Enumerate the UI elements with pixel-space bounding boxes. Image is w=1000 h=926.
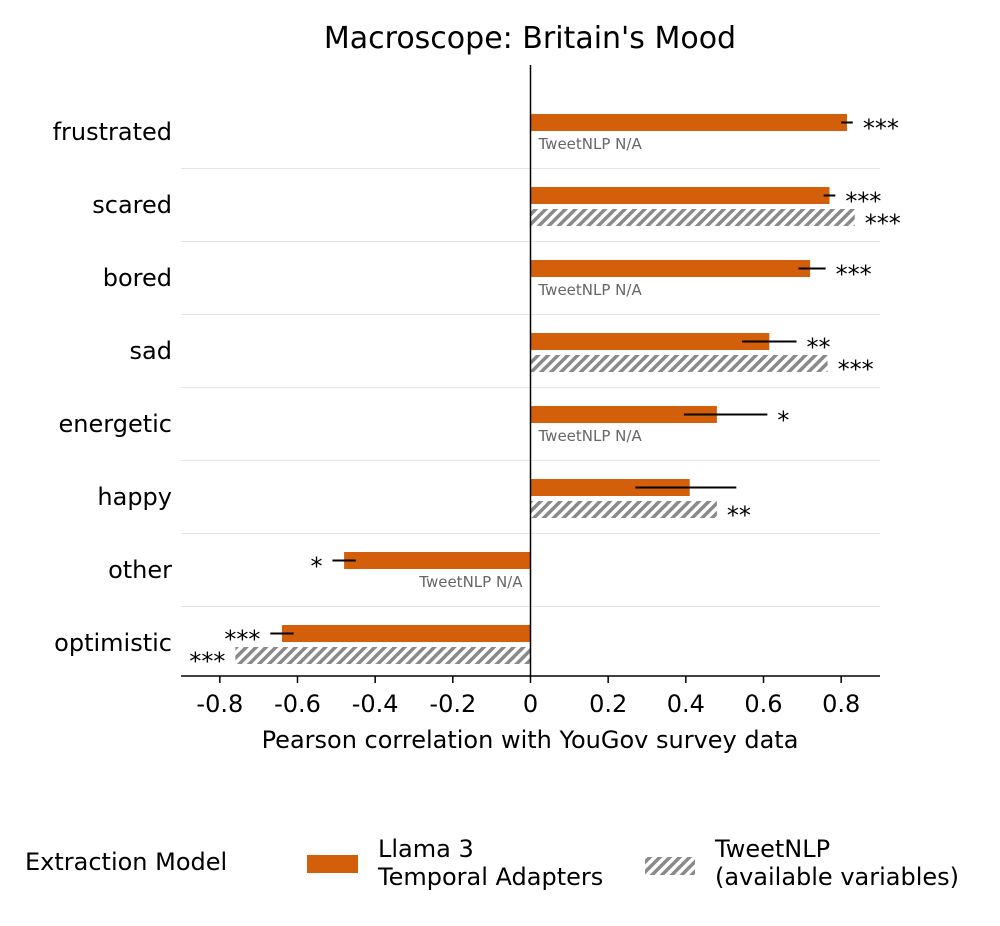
x-tick-label: 0.6 — [744, 690, 782, 718]
legend-entry-llama-line2: Temporal Adapters — [377, 863, 603, 891]
category-label-energetic: energetic — [59, 410, 172, 438]
category-label-optimistic: optimistic — [54, 629, 172, 657]
legend-entry-llama-line1: Llama 3 — [378, 835, 474, 863]
bar-tweetnlp-sad — [530, 355, 828, 372]
x-tick-label: 0.4 — [667, 690, 705, 718]
legend-swatch-tweetnlp — [645, 857, 695, 875]
category-label-frustrated: frustrated — [53, 118, 172, 146]
sig-llama-bored: *** — [836, 261, 872, 289]
na-label-energetic: TweetNLP N/A — [538, 427, 643, 445]
bar-llama-other — [344, 552, 531, 569]
na-label-other: TweetNLP N/A — [418, 573, 523, 591]
sig-tweetnlp-optimistic: *** — [189, 648, 225, 676]
bar-llama-happy — [530, 479, 690, 496]
bar-tweetnlp-optimistic — [235, 647, 531, 664]
x-tick-label: -0.2 — [429, 690, 476, 718]
bars-layer: ***TweetNLP N/A*********TweetNLP N/A****… — [189, 114, 901, 676]
x-tick-label: 0.8 — [822, 690, 860, 718]
axes-layer: frustrated scared bored sad energetic happy ot… — [53, 65, 880, 718]
sig-tweetnlp-scared: *** — [865, 210, 901, 238]
sig-tweetnlp-sad: *** — [838, 356, 874, 384]
bar-llama-sad — [530, 333, 770, 350]
category-label-sad: sad — [130, 337, 172, 365]
sig-llama-frustrated: *** — [863, 115, 899, 143]
bar-tweetnlp-scared — [530, 209, 855, 226]
category-label-other: other — [108, 556, 172, 584]
legend-entry-tweetnlp-line2: (available variables) — [715, 863, 959, 891]
legend-swatch-llama — [307, 855, 358, 873]
bar-llama-energetic — [530, 406, 717, 423]
sig-tweetnlp-happy: ** — [727, 502, 751, 530]
bar-llama-bored — [530, 260, 811, 277]
bar-llama-frustrated — [530, 114, 847, 131]
category-label-scared: scared — [92, 191, 172, 219]
bar-llama-optimistic — [281, 625, 531, 642]
x-tick-label: -0.4 — [352, 690, 399, 718]
legend-entry-tweetnlp-line1: TweetNLP — [714, 835, 830, 863]
x-tick-label: 0 — [523, 690, 538, 718]
category-label-bored: bored — [103, 264, 172, 292]
x-axis-label: Pearson correlation with YouGov survey d… — [262, 726, 799, 754]
x-tick-label: 0.2 — [589, 690, 627, 718]
sig-llama-other: * — [310, 553, 322, 581]
na-label-frustrated: TweetNLP N/A — [538, 135, 643, 153]
category-label-happy: happy — [97, 483, 172, 511]
bar-tweetnlp-happy — [530, 501, 717, 518]
chart-title: Macroscope: Britain's Mood — [324, 21, 736, 56]
x-tick-label: -0.8 — [196, 690, 243, 718]
sig-llama-energetic: * — [777, 407, 789, 435]
x-tick-label: -0.6 — [274, 690, 321, 718]
na-label-bored: TweetNLP N/A — [538, 281, 643, 299]
legend-title: Extraction Model — [25, 848, 227, 876]
bar-llama-scared — [530, 187, 830, 204]
legend: Extraction Model Llama 3 Temporal Adapte… — [25, 835, 959, 891]
